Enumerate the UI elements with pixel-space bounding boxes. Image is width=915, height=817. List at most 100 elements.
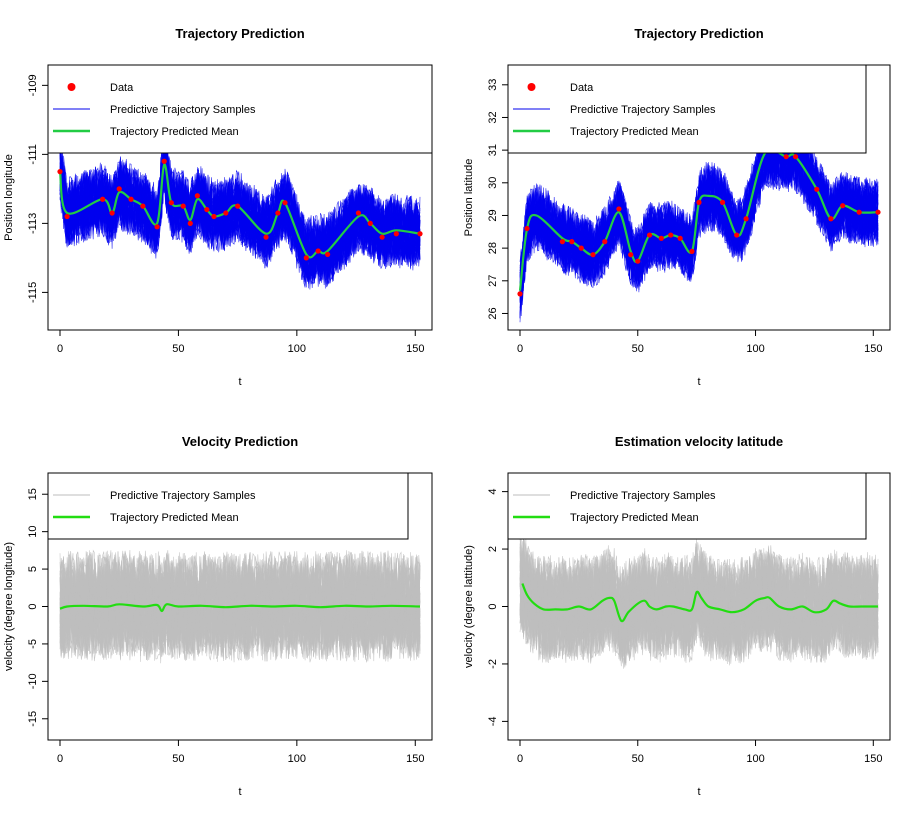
- x-tick-label: 0: [517, 753, 523, 765]
- data-point: [734, 232, 740, 238]
- y-tick-label: 28: [487, 242, 499, 254]
- predicted-mean-line: [58, 163, 421, 259]
- data-point: [194, 193, 200, 199]
- y-axis-label: velocity (degree longitude): [3, 542, 15, 671]
- data-point: [719, 199, 726, 205]
- y-axis-label: velocity (degree lattitude): [463, 545, 475, 668]
- y-tick-label: 29: [487, 209, 499, 221]
- legend-label: Trajectory Predicted Mean: [570, 126, 699, 138]
- data-point: [235, 203, 241, 209]
- y-tick-label: -115: [27, 282, 39, 303]
- data-point: [524, 225, 530, 232]
- chart-panel-2: Data Predictive Trajectory Samples Traject…: [463, 26, 891, 388]
- y-axis-label: Position longitude: [3, 154, 15, 241]
- sample-trace: [59, 145, 421, 286]
- data-point: [393, 231, 399, 237]
- y-axis-label: Position latitude: [463, 159, 475, 237]
- x-tick-label: 0: [57, 343, 63, 355]
- legend-box: [507, 472, 867, 540]
- data-point: [856, 209, 862, 215]
- y-tick-label: 31: [487, 144, 499, 156]
- y-tick-label: -2: [487, 659, 499, 669]
- y-tick-label: 0: [487, 603, 499, 609]
- data-point: [792, 154, 799, 160]
- y-tick-label: 33: [487, 79, 499, 91]
- x-tick-label: 50: [172, 343, 184, 355]
- sample-trajectories: [519, 532, 879, 669]
- data-point: [677, 235, 683, 241]
- data-point: [743, 216, 749, 222]
- data-point: [616, 206, 622, 212]
- chart-panel-1: Data Predictive Trajectory Samples Traject…: [3, 26, 433, 388]
- data-point: [263, 234, 269, 240]
- data-point: [355, 210, 362, 216]
- data-point: [325, 251, 331, 258]
- data-point: [109, 210, 115, 216]
- data-point: [814, 186, 820, 192]
- y-tick-label: -5: [27, 639, 39, 649]
- data-point: [517, 291, 523, 297]
- x-tick-label: 50: [172, 753, 184, 765]
- data-point: [204, 206, 210, 213]
- legend: Predictive Trajectory Samples Trajectory …: [47, 472, 409, 540]
- legend-box: [47, 64, 433, 154]
- data-point: [223, 210, 229, 216]
- y-tick-label: 0: [27, 603, 39, 609]
- x-tick-label: 0: [57, 753, 63, 765]
- data-point: [100, 196, 106, 202]
- data-point: [635, 258, 641, 264]
- data-point: [211, 213, 217, 220]
- data-point: [282, 200, 288, 206]
- data-point: [168, 200, 174, 206]
- y-tick-label: 10: [27, 526, 39, 538]
- x-axis-label: t: [238, 786, 241, 798]
- chart-panel-4: Predictive Trajectory Samples Trajectory …: [463, 434, 891, 798]
- y-tick-label: 30: [487, 177, 499, 189]
- legend-key-data: [527, 83, 536, 91]
- y-tick-label: -109: [27, 74, 39, 96]
- x-axis-label: t: [697, 786, 700, 798]
- data-point: [116, 186, 122, 192]
- data-point: [154, 224, 160, 230]
- legend-box: [47, 472, 409, 540]
- data-point: [559, 239, 565, 245]
- data-point: [628, 252, 634, 258]
- data-point: [875, 209, 881, 215]
- x-tick-label: 150: [406, 343, 424, 355]
- data-point: [367, 220, 373, 226]
- legend-label: Trajectory Predicted Mean: [110, 126, 239, 138]
- sample-trace: [59, 551, 421, 662]
- chart-title: Trajectory Prediction: [175, 26, 304, 41]
- data-point: [689, 248, 695, 254]
- data-point: [828, 216, 834, 222]
- legend: Predictive Trajectory Samples Trajectory …: [507, 472, 867, 540]
- legend-label: Predictive Trajectory Samples: [110, 490, 256, 502]
- x-tick-label: 50: [632, 753, 644, 765]
- y-tick-label: 2: [487, 546, 499, 552]
- data-point: [569, 239, 575, 245]
- chart-title: Velocity Prediction: [182, 434, 298, 449]
- data-point: [128, 196, 134, 202]
- chart-title: Trajectory Prediction: [634, 26, 763, 41]
- x-tick-label: 100: [288, 343, 306, 355]
- sample-trace: [519, 538, 879, 662]
- data-point: [578, 245, 584, 251]
- predicted-mean-line: [59, 603, 421, 613]
- legend-label: Data: [570, 82, 594, 94]
- data-point: [161, 158, 167, 164]
- y-tick-label: 27: [487, 275, 499, 287]
- x-axis-label: t: [697, 376, 700, 388]
- x-tick-label: 100: [746, 753, 764, 765]
- legend-label: Predictive Trajectory Samples: [110, 104, 256, 116]
- x-tick-label: 100: [288, 753, 306, 765]
- data-point: [180, 203, 186, 209]
- y-tick-label: -111: [27, 144, 39, 164]
- data-point: [379, 234, 385, 240]
- x-tick-label: 0: [517, 343, 523, 355]
- sample-trajectories: [59, 129, 421, 290]
- x-tick-label: 150: [864, 753, 882, 765]
- sample-trace: [519, 124, 879, 291]
- data-point: [140, 203, 146, 209]
- data-point: [187, 220, 193, 226]
